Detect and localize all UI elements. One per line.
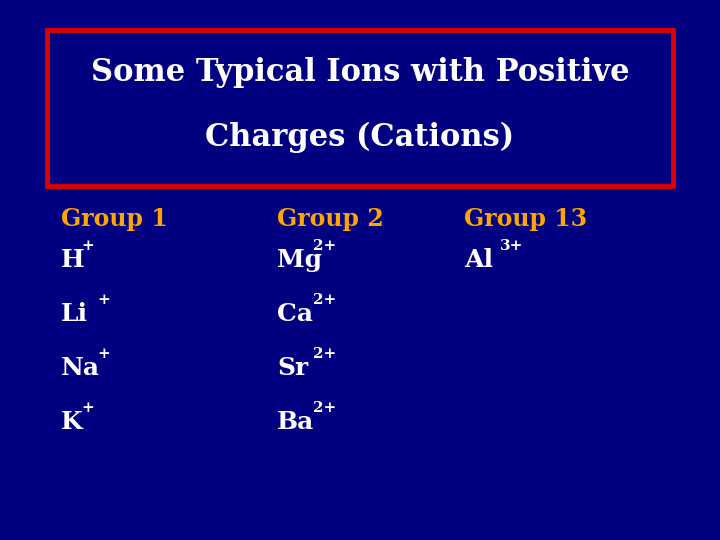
Text: Charges (Cations): Charges (Cations) bbox=[205, 122, 515, 153]
Text: Ca: Ca bbox=[277, 302, 313, 326]
Text: K: K bbox=[61, 410, 83, 434]
Text: Some Typical Ions with Positive: Some Typical Ions with Positive bbox=[91, 57, 629, 89]
Text: +: + bbox=[97, 293, 110, 307]
Text: 2+: 2+ bbox=[313, 347, 336, 361]
Text: +: + bbox=[97, 347, 110, 361]
Text: +: + bbox=[81, 401, 94, 415]
Text: Ba: Ba bbox=[277, 410, 315, 434]
Text: Group 1: Group 1 bbox=[61, 207, 168, 231]
Text: +: + bbox=[81, 239, 94, 253]
FancyBboxPatch shape bbox=[47, 30, 673, 186]
Text: Group 2: Group 2 bbox=[277, 207, 384, 231]
Text: 3+: 3+ bbox=[500, 239, 523, 253]
Text: 2+: 2+ bbox=[313, 401, 336, 415]
Text: Li: Li bbox=[61, 302, 89, 326]
Text: 2+: 2+ bbox=[313, 239, 336, 253]
Text: Sr: Sr bbox=[277, 356, 308, 380]
Text: 2+: 2+ bbox=[313, 293, 336, 307]
Text: H: H bbox=[61, 248, 85, 272]
Text: Group 13: Group 13 bbox=[464, 207, 588, 231]
Text: Mg: Mg bbox=[277, 248, 323, 272]
Text: Na: Na bbox=[61, 356, 100, 380]
Text: Al: Al bbox=[464, 248, 493, 272]
